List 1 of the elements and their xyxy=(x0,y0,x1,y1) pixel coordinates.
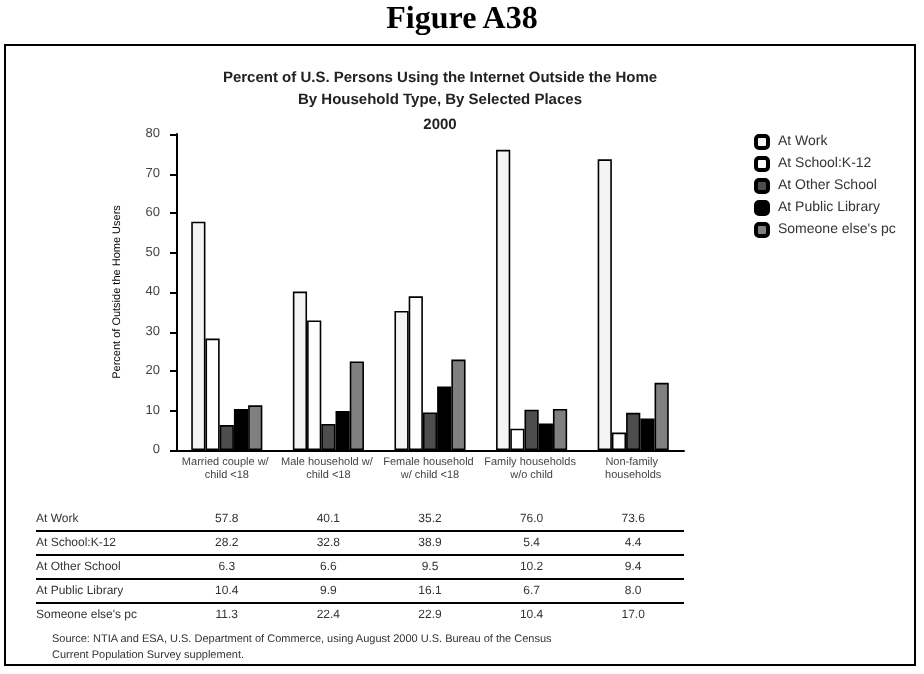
caption: Figure A38 xyxy=(384,2,540,38)
